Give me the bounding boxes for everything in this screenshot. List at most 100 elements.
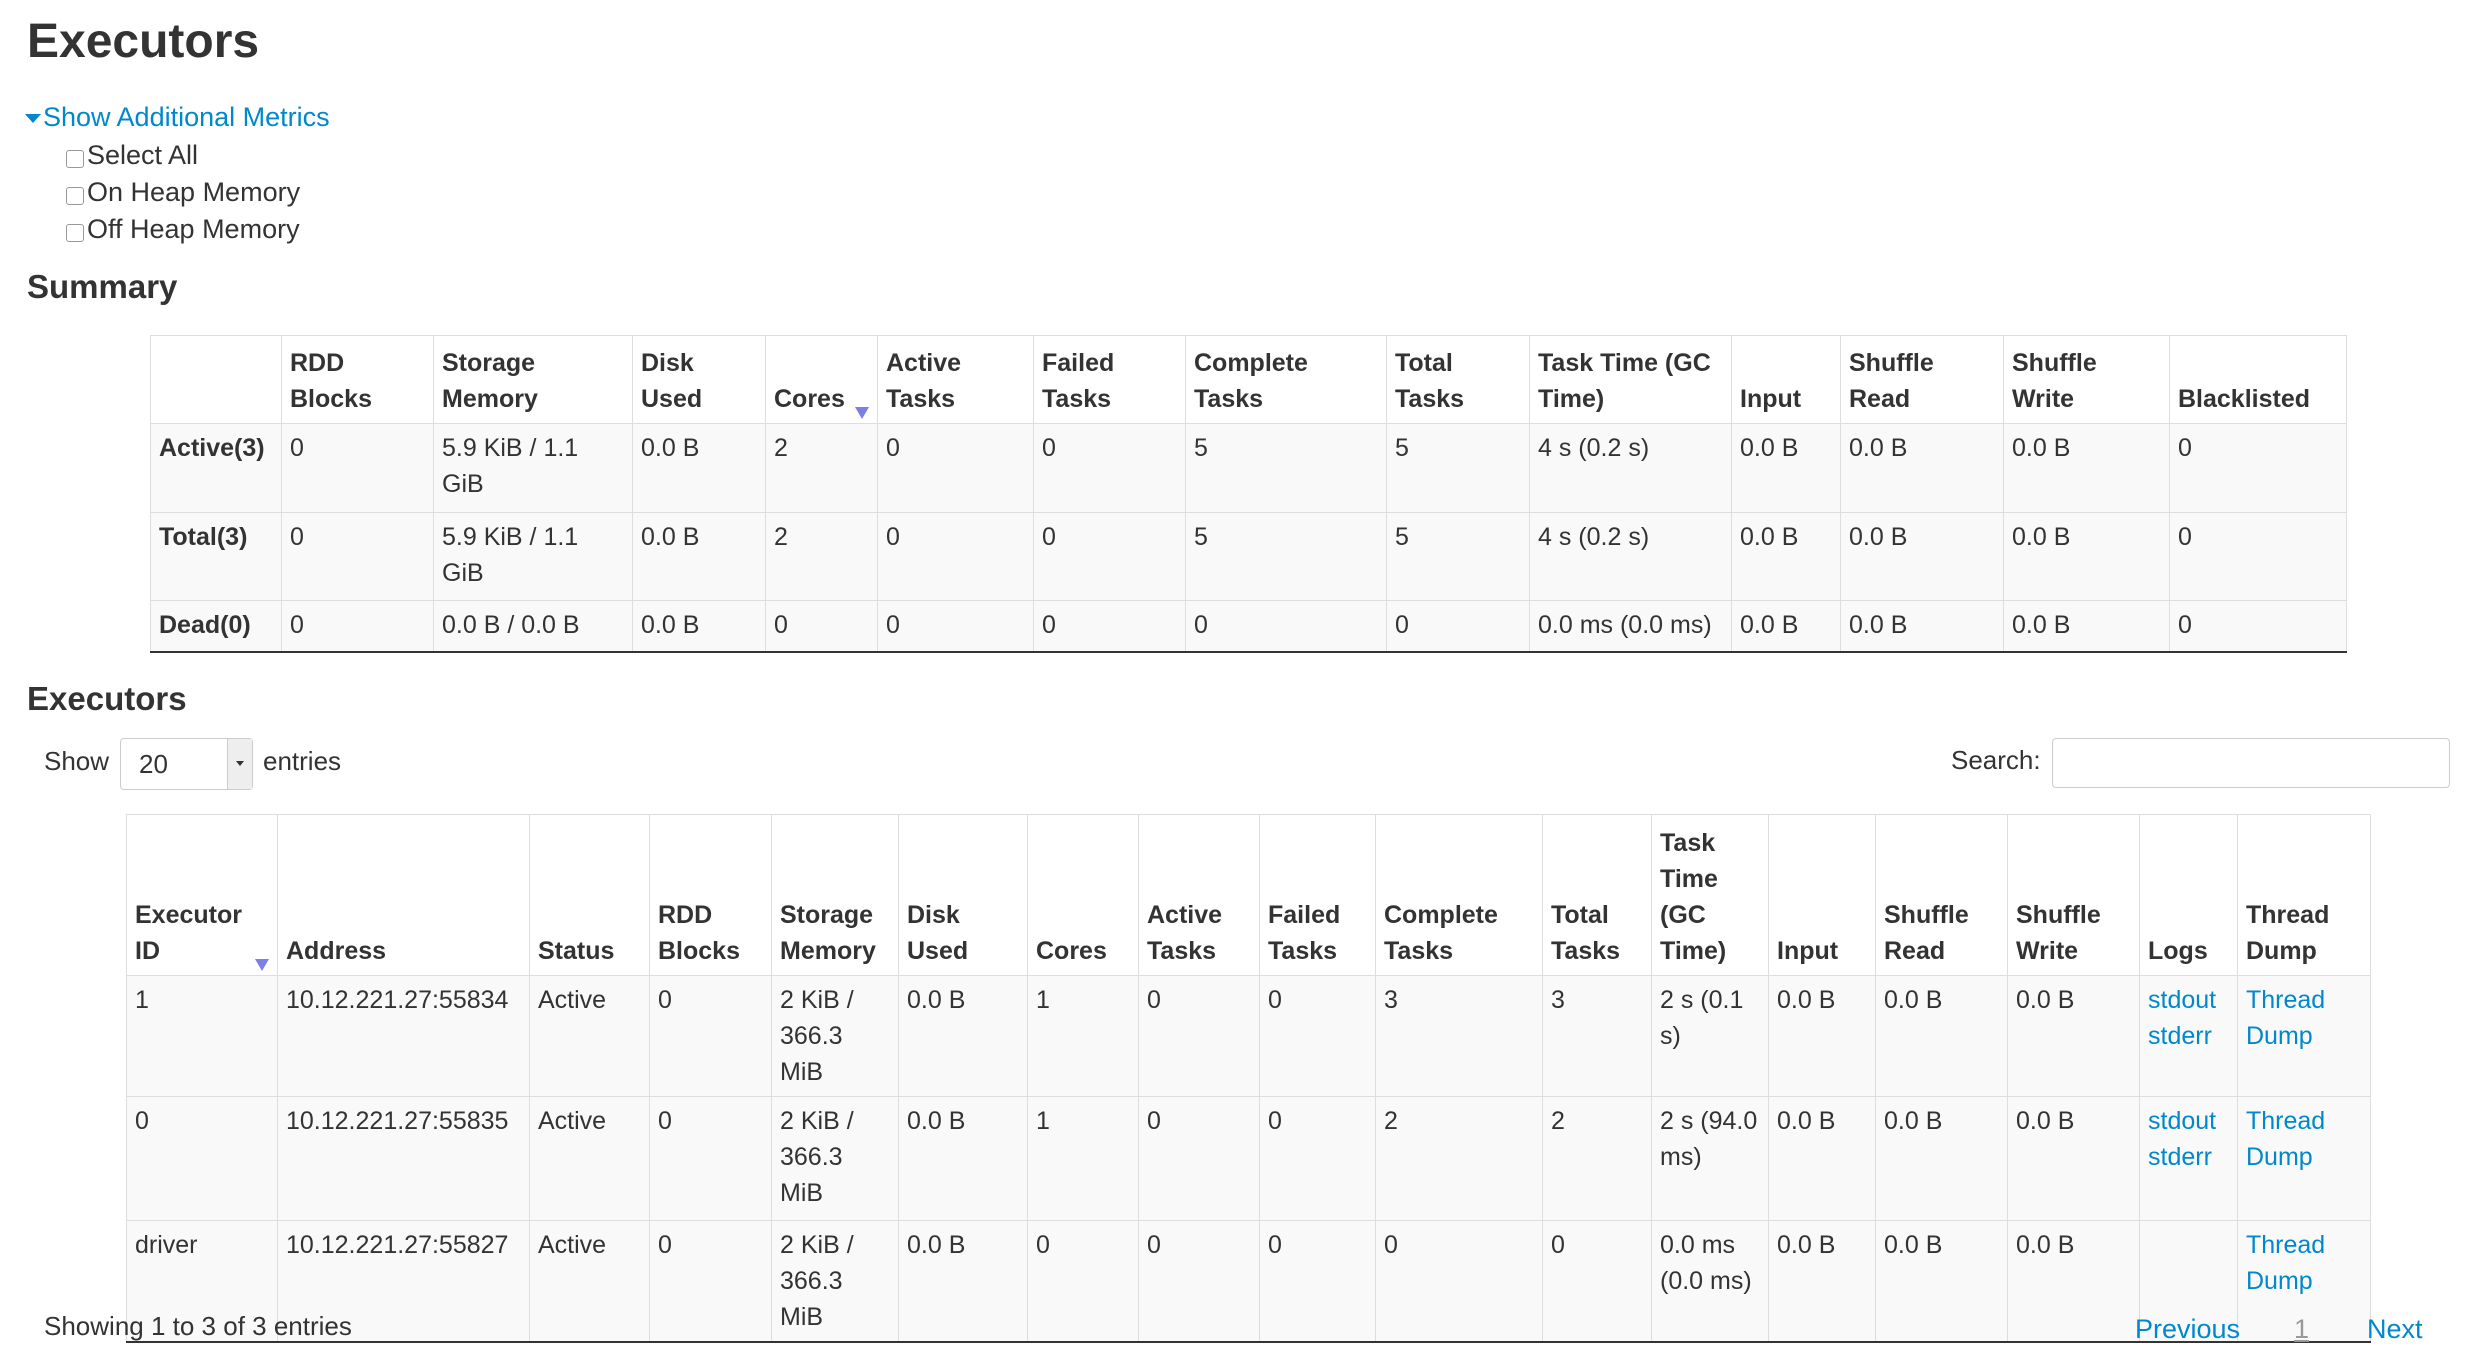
cell-failed-tasks: 0 [1259, 1220, 1376, 1343]
executors-heading: Executors [27, 680, 187, 717]
summary-cell: 0 [765, 600, 878, 653]
column-header-active-tasks[interactable]: Active Tasks [1138, 814, 1260, 976]
column-header-rdd-blocks[interactable]: RDD Blocks [281, 335, 434, 424]
column-header-failed-tasks[interactable]: Failed Tasks [1033, 335, 1186, 424]
row-label: Active(3) [150, 423, 282, 513]
column-header-complete-tasks[interactable]: Complete Tasks [1375, 814, 1543, 976]
summary-cell: 0.0 B [1731, 423, 1841, 513]
logs-cell: stdout stderr [2139, 1096, 2238, 1221]
select-all-checkbox[interactable]: Select All [66, 140, 198, 171]
column-header-storage-memory[interactable]: Storage Memory [771, 814, 899, 976]
column-header-rdd-blocks[interactable]: RDD Blocks [649, 814, 772, 976]
cell-active-tasks: 0 [1138, 1220, 1260, 1343]
thread-dump-link[interactable]: Thread Dump [2246, 1107, 2326, 1171]
column-header-storage-memory[interactable]: Storage Memory [433, 335, 633, 424]
cell-executor-id: driver [126, 1220, 278, 1343]
cell-failed-tasks: 0 [1259, 975, 1376, 1097]
show-additional-metrics-toggle[interactable]: Show Additional Metrics [25, 102, 330, 133]
cell-rdd-blocks: 0 [649, 1220, 772, 1343]
thread-dump-link[interactable]: Thread Dump [2246, 1231, 2326, 1295]
summary-row: Dead(0) 0 0.0 B / 0.0 B 0.0 B 0 0 0 0 0 0.0 ms (0… [150, 600, 2347, 653]
cell-shuffle-read: 0.0 B [1875, 1220, 2008, 1343]
column-header-disk-used[interactable]: Disk Used [632, 335, 766, 424]
column-header-blank[interactable] [150, 335, 282, 424]
column-header-shuffle-write[interactable]: Shuffle Write [2007, 814, 2140, 976]
previous-page-link[interactable]: Previous [2135, 1314, 2241, 1344]
stderr-link[interactable]: stderr [2148, 1143, 2212, 1171]
checkbox-icon[interactable] [66, 223, 84, 242]
entries-per-page-select[interactable]: 20 [120, 738, 253, 790]
cell-input: 0.0 B [1768, 1096, 1876, 1221]
column-header-shuffle-read[interactable]: Shuffle Read [1840, 335, 2004, 424]
cell-storage-memory: 2 KiB / 366.3 MiB [771, 975, 899, 1097]
summary-cell: 0.0 B [1840, 512, 2004, 601]
checkbox-label: Select All [87, 140, 199, 170]
table-info: Showing 1 to 3 of 3 entries [44, 1311, 352, 1341]
on-heap-memory-checkbox[interactable]: On Heap Memory [66, 177, 300, 208]
summary-cell: 0.0 B / 0.0 B [433, 600, 633, 653]
checkbox-icon[interactable] [66, 186, 84, 205]
summary-cell: 0 [281, 423, 434, 513]
column-header-thread-dump[interactable]: Thread Dump [2237, 814, 2371, 976]
checkbox-icon[interactable] [66, 149, 84, 168]
cell-cores: 1 [1027, 975, 1139, 1097]
column-header-task-time-gc-time[interactable]: Task Time (GC Time) [1651, 814, 1769, 976]
next-page-link[interactable]: Next [2367, 1314, 2423, 1344]
stdout-link[interactable]: stdout [2148, 1107, 2217, 1135]
cell-disk-used: 0.0 B [898, 1096, 1028, 1221]
cell-task-time-gc-time: 2 s (0.1 s) [1651, 975, 1769, 1097]
checkbox-label: On Heap Memory [87, 177, 301, 207]
column-header-address[interactable]: Address [277, 814, 530, 976]
column-header-status[interactable]: Status [529, 814, 650, 976]
column-header-input[interactable]: Input [1731, 335, 1841, 424]
column-header-task-time-gc-time[interactable]: Task Time (GC Time) [1529, 335, 1732, 424]
cell-active-tasks: 0 [1138, 1096, 1260, 1221]
summary-cell: 0 [877, 600, 1034, 653]
column-header-shuffle-write[interactable]: Shuffle Write [2003, 335, 2170, 424]
column-header-input[interactable]: Input [1768, 814, 1876, 976]
caret-down-icon [25, 114, 41, 124]
cell-address: 10.12.221.27:55827 [277, 1220, 530, 1343]
column-header-total-tasks[interactable]: Total Tasks [1386, 335, 1530, 424]
summary-cell: 0 [877, 512, 1034, 601]
stdout-link[interactable]: stdout [2148, 986, 2217, 1014]
column-header-complete-tasks[interactable]: Complete Tasks [1185, 335, 1387, 424]
executor-row: 0 10.12.221.27:55835 Active 0 2 KiB / 366.3 … [126, 1096, 2371, 1221]
summary-cell: 2 [765, 423, 878, 513]
column-header-blacklisted[interactable]: Blacklisted [2169, 335, 2347, 424]
summary-cell: 4 s (0.2 s) [1529, 423, 1732, 513]
column-header-total-tasks[interactable]: Total Tasks [1542, 814, 1652, 976]
off-heap-memory-checkbox[interactable]: Off Heap Memory [66, 214, 300, 245]
search-input[interactable] [2052, 738, 2450, 788]
column-header-executor-id[interactable]: Executor ID [126, 814, 278, 976]
column-header-cores[interactable]: Cores [1027, 814, 1139, 976]
cell-executor-id: 0 [126, 1096, 278, 1221]
summary-cell: 0.0 B [2003, 423, 2170, 513]
summary-cell: 0.0 B [632, 512, 766, 601]
column-header-shuffle-read[interactable]: Shuffle Read [1875, 814, 2008, 976]
thread-dump-cell: Thread Dump [2237, 975, 2371, 1097]
cell-disk-used: 0.0 B [898, 1220, 1028, 1343]
column-header-failed-tasks[interactable]: Failed Tasks [1259, 814, 1376, 976]
column-header-disk-used[interactable]: Disk Used [898, 814, 1028, 976]
cell-shuffle-read: 0.0 B [1875, 1096, 2008, 1221]
stderr-link[interactable]: stderr [2148, 1022, 2212, 1050]
summary-cell: 5.9 KiB / 1.1 GiB [433, 423, 633, 513]
cell-active-tasks: 0 [1138, 975, 1260, 1097]
page-1-link[interactable]: 1 [2294, 1314, 2310, 1344]
column-header-cores[interactable]: Cores [765, 335, 878, 424]
logs-cell [2139, 1220, 2238, 1343]
cell-address: 10.12.221.27:55835 [277, 1096, 530, 1221]
sort-descending-icon [855, 407, 869, 419]
summary-cell: 5 [1386, 512, 1530, 601]
column-header-logs[interactable]: Logs [2139, 814, 2238, 976]
thread-dump-link[interactable]: Thread Dump [2246, 986, 2326, 1050]
cell-storage-memory: 2 KiB / 366.3 MiB [771, 1220, 899, 1343]
dropdown-arrow-icon[interactable] [227, 739, 252, 789]
search-label: Search: [1951, 745, 2041, 775]
summary-cell: 0 [281, 512, 434, 601]
column-header-active-tasks[interactable]: Active Tasks [877, 335, 1034, 424]
cell-cores: 0 [1027, 1220, 1139, 1343]
row-label: Total(3) [150, 512, 282, 601]
